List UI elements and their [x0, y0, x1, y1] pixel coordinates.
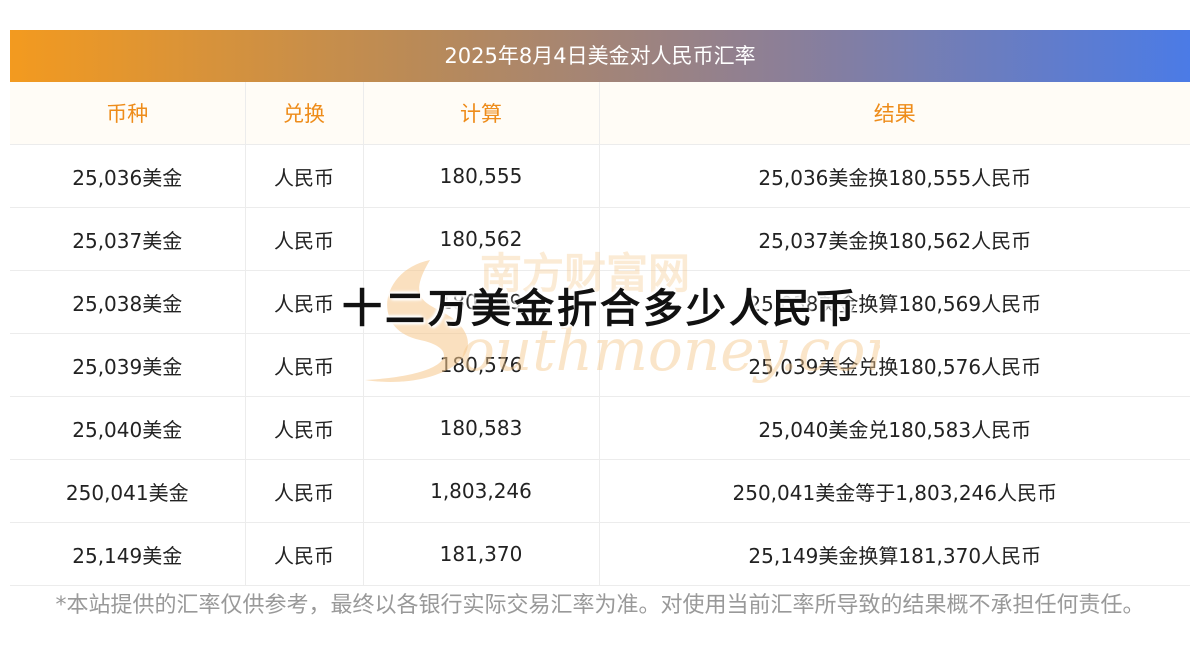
- cell-calculation: 1,803,246: [363, 459, 600, 523]
- cell-currency: 25,039美金: [10, 333, 246, 397]
- table-row: 25,149美金 人民币 181,370 25,149美金换算181,370人民…: [10, 522, 1190, 586]
- cell-result: 25,040美金兑180,583人民币: [599, 396, 1190, 460]
- cell-result: 25,039美金兑换180,576人民币: [599, 333, 1190, 397]
- cell-calculation: 180,562: [363, 207, 600, 271]
- cell-calculation: 180,583: [363, 396, 600, 460]
- cell-calculation: 180,555: [363, 144, 600, 208]
- cell-exchange: 人民币: [245, 333, 364, 397]
- cell-exchange: 人民币: [245, 522, 364, 586]
- cell-currency: 25,038美金: [10, 270, 246, 334]
- disclaimer-footnote: *本站提供的汇率仅供参考，最终以各银行实际交易汇率为准。对使用当前汇率所导致的结…: [55, 593, 1145, 618]
- cell-currency: 25,149美金: [10, 522, 246, 586]
- header-calculation: 计算: [363, 82, 600, 145]
- cell-currency: 250,041美金: [10, 459, 246, 523]
- cell-exchange: 人民币: [245, 144, 364, 208]
- cell-result: 25,038美金换算180,569人民币: [599, 270, 1190, 334]
- table-row: 250,041美金 人民币 1,803,246 250,041美金等于1,803…: [10, 459, 1190, 523]
- header-result: 结果: [599, 82, 1190, 145]
- cell-calculation: 181,370: [363, 522, 600, 586]
- table-row: 25,040美金 人民币 180,583 25,040美金兑180,583人民币: [10, 396, 1190, 460]
- cell-result: 25,037美金换180,562人民币: [599, 207, 1190, 271]
- cell-result: 25,149美金换算181,370人民币: [599, 522, 1190, 586]
- cell-currency: 25,037美金: [10, 207, 246, 271]
- cell-exchange: 人民币: [245, 396, 364, 460]
- exchange-rate-table: 币种 兑换 计算 结果 25,036美金 人民币 180,555 25,036美…: [10, 82, 1190, 586]
- table-title: 2025年8月4日美金对人民币汇率: [10, 30, 1190, 82]
- header-exchange: 兑换: [245, 82, 364, 145]
- cell-result: 250,041美金等于1,803,246人民币: [599, 459, 1190, 523]
- cell-currency: 25,036美金: [10, 144, 246, 208]
- table-row: 25,037美金 人民币 180,562 25,037美金换180,562人民币: [10, 207, 1190, 271]
- table-row: 25,039美金 人民币 180,576 25,039美金兑换180,576人民…: [10, 333, 1190, 397]
- cell-exchange: 人民币: [245, 207, 364, 271]
- table-header-row: 币种 兑换 计算 结果: [10, 82, 1190, 145]
- header-currency: 币种: [10, 82, 246, 145]
- cell-exchange: 人民币: [245, 270, 364, 334]
- table-row: 25,036美金 人民币 180,555 25,036美金换180,555人民币: [10, 144, 1190, 208]
- cell-result: 25,036美金换180,555人民币: [599, 144, 1190, 208]
- overlay-heading: 十二万美金折合多少人民币: [342, 286, 858, 332]
- cell-currency: 25,040美金: [10, 396, 246, 460]
- cell-calculation: 180,576: [363, 333, 600, 397]
- cell-exchange: 人民币: [245, 459, 364, 523]
